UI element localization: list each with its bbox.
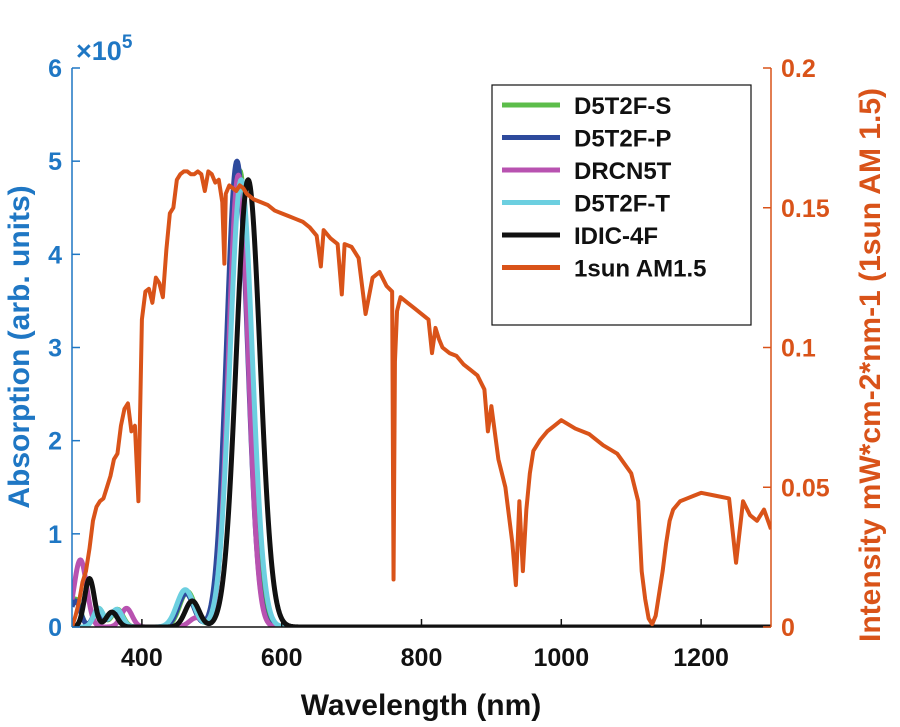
- y-left-tick-label-0: 0: [48, 614, 62, 642]
- left-axis-multiplier-exponent: 5: [122, 32, 133, 53]
- absorption-lines: [72, 158, 771, 627]
- y-right-tick-label-1: 0.05: [781, 474, 830, 502]
- y-right-tick-label-0: 0: [781, 614, 795, 642]
- y-left-tick-label-4: 4: [48, 241, 62, 269]
- y-axis-label-right: Intensity mW*cm-2*nm-1 (1sun AM 1.5): [854, 88, 887, 642]
- y-left-tick-label-1: 1: [48, 521, 62, 549]
- x-tick-label-1000: 1000: [533, 644, 589, 672]
- x-tick-label-800: 800: [401, 644, 443, 672]
- legend: D5T2F-S D5T2F-P DRCN5T D5T2F-T IDIC-4F 1sun A…: [491, 84, 752, 326]
- legend-label-drcn5t: DRCN5T: [574, 158, 672, 185]
- x-tick-label-600: 600: [261, 644, 303, 672]
- x-tick-label-1200: 1200: [673, 644, 729, 672]
- y-left-tick-label-2: 2: [48, 428, 62, 456]
- axes: [71, 67, 772, 628]
- legend-label-d5t2f-s: D5T2F-S: [574, 93, 671, 120]
- y-left-tick-label-6: 6: [48, 55, 62, 83]
- series-1sun-am1-5: [72, 169, 771, 627]
- tick-labels: 400 600 800 1000 1200 0 1 2 3 4 5 6 0 0.05 0.1 0.15 0.2: [48, 55, 830, 672]
- series-drcn5t: [72, 172, 771, 627]
- x-tick-label-400: 400: [121, 644, 163, 672]
- x-axis-label: Wavelength (nm): [301, 689, 542, 722]
- left-axis-multiplier: ×105: [76, 32, 133, 66]
- legend-label-d5t2f-p: D5T2F-P: [574, 126, 671, 153]
- legend-label-d5t2f-t: D5T2F-T: [574, 191, 670, 218]
- series-idic-4f: [72, 177, 771, 627]
- solar-spectrum-line: [72, 169, 771, 627]
- y-axis-label-left: Absorption (arb. units): [3, 185, 36, 508]
- y-right-tick-label-4: 0.2: [781, 55, 816, 83]
- legend-label-1sun-am1-5: 1sun AM1.5: [574, 256, 706, 283]
- y-right-tick-label-3: 0.15: [781, 195, 830, 223]
- left-axis-multiplier-base: ×10: [76, 36, 122, 66]
- y-left-tick-label-3: 3: [48, 335, 62, 363]
- y-right-tick-label-2: 0.1: [781, 335, 816, 363]
- legend-label-idic-4f: IDIC-4F: [574, 223, 658, 250]
- series-d5t2f-t: [72, 177, 771, 627]
- y-left-tick-label-5: 5: [48, 148, 62, 176]
